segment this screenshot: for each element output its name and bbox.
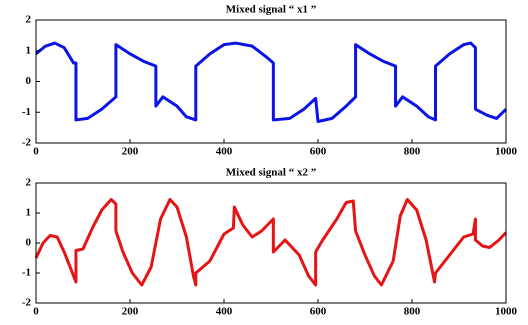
x-tick-label: 1000 xyxy=(495,146,518,158)
y-tick-label: 0 xyxy=(26,237,32,249)
y-tick-label: 2 xyxy=(26,14,32,26)
x-tick-label: 600 xyxy=(310,306,327,318)
x-tick-label: 400 xyxy=(216,306,233,318)
chart-title: Mixed signal “ x1 ” xyxy=(226,4,316,16)
x-tick-label: 400 xyxy=(216,146,233,158)
x-tick-label: 600 xyxy=(310,146,327,158)
chart-title: Mixed signal “ x2 ” xyxy=(226,167,316,179)
signal-line xyxy=(34,198,508,287)
y-tick-label: 0 xyxy=(26,75,32,87)
y-tick-label: 2 xyxy=(26,177,32,189)
x-tick-label: 800 xyxy=(404,146,421,158)
x-tick-label: 200 xyxy=(122,146,139,158)
y-tick-label: -1 xyxy=(22,106,31,118)
x-tick-label: 0 xyxy=(33,306,39,318)
y-tick-label: -2 xyxy=(22,137,32,149)
y-tick-label: 1 xyxy=(26,207,32,219)
x-tick-label: 800 xyxy=(404,306,421,318)
y-tick-label: 1 xyxy=(26,44,32,56)
y-tick-label: -1 xyxy=(22,267,31,279)
x-tick-label: 1000 xyxy=(495,306,518,318)
x-tick-label: 0 xyxy=(33,146,39,158)
plot-frame xyxy=(35,182,507,304)
y-tick-label: -2 xyxy=(22,297,32,309)
signal-line xyxy=(35,41,508,123)
x-tick-label: 200 xyxy=(122,306,139,318)
